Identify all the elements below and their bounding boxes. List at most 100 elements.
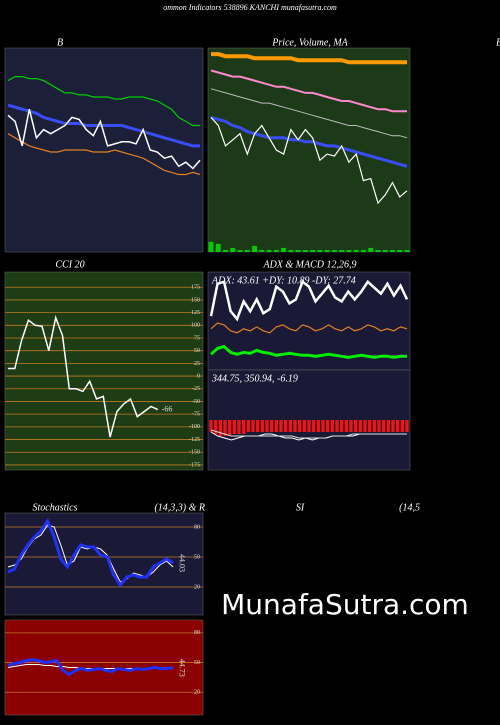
line (210, 88, 408, 139)
y-tick-label: -100 (189, 424, 200, 430)
y-tick-label: 80 (194, 524, 200, 530)
bar (316, 420, 320, 432)
bar (279, 420, 283, 432)
panel (4, 271, 204, 471)
y-tick-label: 20 (194, 584, 200, 590)
bar (237, 249, 243, 252)
page-title: ommon Indicators 538896 KANCHI munafasut… (163, 3, 337, 12)
bar (372, 420, 376, 432)
bar (284, 420, 288, 432)
watermark: MunafaSutra.com (221, 588, 469, 621)
bar (256, 420, 260, 432)
bar (230, 247, 236, 252)
bar (288, 420, 292, 432)
line (7, 133, 201, 176)
bar (237, 420, 241, 434)
bar (223, 249, 228, 252)
bar (214, 420, 218, 434)
panel-subtitle: 344.75, 350.94, -6.19 (211, 373, 298, 384)
bar (273, 249, 279, 252)
bar (346, 249, 352, 252)
line (8, 315, 159, 438)
bar (274, 420, 278, 432)
line (7, 658, 174, 677)
bar (396, 420, 400, 432)
y-tick-label: -150 (189, 450, 200, 456)
panel-title: CCI 20 (55, 259, 84, 270)
bar (266, 249, 272, 252)
bar (270, 420, 274, 432)
line (210, 322, 408, 334)
bar (265, 420, 269, 432)
bar (310, 249, 316, 252)
panel (4, 47, 204, 253)
bar (246, 420, 250, 432)
bar (339, 249, 345, 252)
y-tick-label: 100 (191, 323, 200, 329)
bar (317, 249, 323, 252)
panel-subtitle: ADX: 43.61 +DY: 10.89 -DY: 27.74 (211, 275, 356, 286)
bar (349, 420, 353, 432)
y-tick-label: -175 (189, 462, 200, 468)
bar (375, 249, 381, 252)
value-label: -66 (162, 404, 173, 413)
panel-title: Stochastics (33, 502, 78, 513)
bar (312, 420, 316, 432)
panel-title: Price, Volume, MA (271, 37, 348, 48)
bar (242, 420, 246, 434)
y-tick-label: 125 (191, 310, 200, 316)
right-letter: B (496, 37, 500, 48)
bar (302, 420, 306, 432)
line (7, 109, 201, 170)
panel-title-right: (14,3,3) & R (154, 502, 205, 513)
bar (353, 249, 359, 252)
y-tick-label: 20 (194, 690, 200, 696)
y-tick-label: -75 (192, 412, 200, 418)
panel-title: SI (296, 502, 305, 513)
value-label: 44.73 (177, 659, 186, 677)
bar (298, 420, 302, 432)
panel-title-right: (14,5 (399, 502, 420, 513)
bar (228, 420, 232, 436)
y-tick-label: 50 (194, 348, 200, 354)
bar (358, 420, 362, 432)
line (210, 69, 407, 113)
bar (281, 247, 287, 252)
y-tick-label: 50 (194, 660, 200, 666)
bar (302, 249, 308, 252)
bar (344, 420, 348, 432)
line (7, 76, 200, 127)
panel (4, 619, 204, 716)
bar (324, 249, 330, 252)
bar (377, 420, 381, 432)
bar (215, 243, 221, 252)
bar (331, 249, 337, 252)
bar (293, 420, 297, 432)
bar (288, 249, 294, 252)
bar (382, 249, 388, 252)
panel (4, 512, 204, 616)
bar (260, 420, 264, 432)
line (210, 429, 407, 439)
value-label: 44.03 (177, 554, 186, 572)
bar (326, 420, 330, 432)
line (211, 52, 407, 65)
bar (363, 420, 367, 432)
line (209, 344, 407, 359)
panel (207, 47, 411, 253)
y-tick-label: 50 (194, 554, 200, 560)
line (209, 279, 409, 322)
bar (354, 420, 358, 432)
bar (232, 420, 236, 434)
bar (209, 420, 213, 432)
bar (295, 249, 301, 252)
bar (368, 420, 372, 432)
bar (321, 420, 325, 432)
y-tick-label: 0 (197, 373, 200, 379)
bar (390, 249, 395, 252)
panel-title: B (57, 37, 63, 48)
y-tick-label: -50 (192, 399, 200, 405)
bar (405, 420, 409, 432)
y-tick-label: 175 (191, 285, 200, 291)
